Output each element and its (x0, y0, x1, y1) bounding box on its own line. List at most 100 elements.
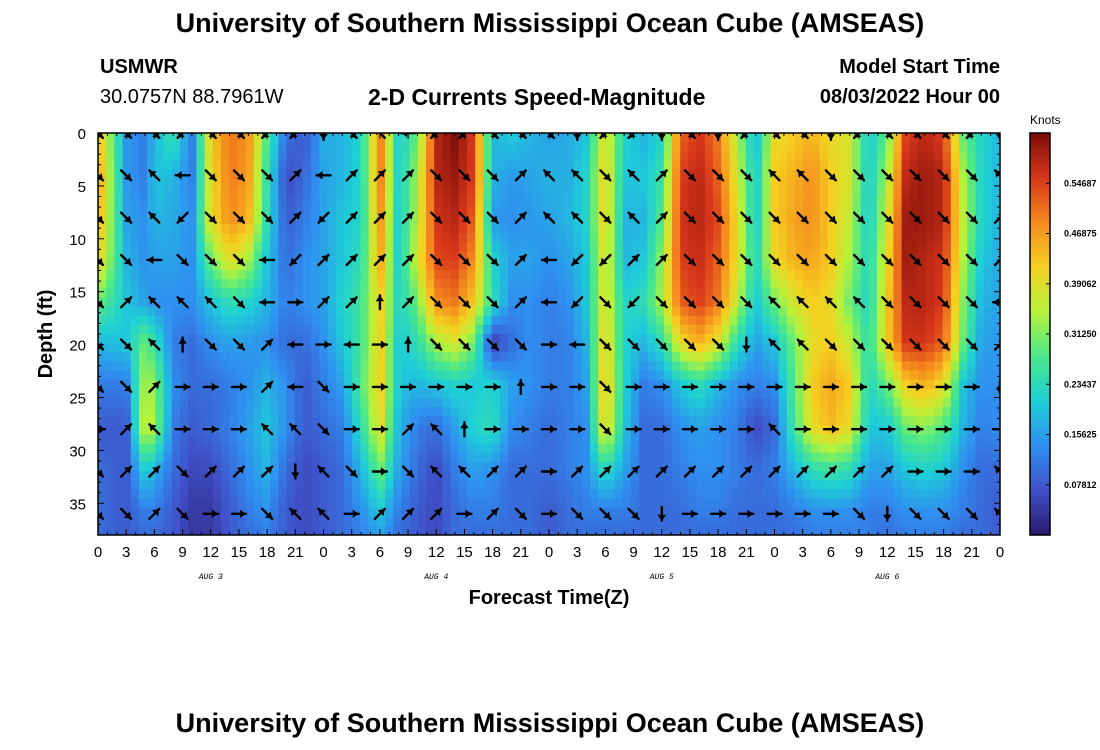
heatmap-cell (614, 178, 624, 189)
heatmap-cell (483, 516, 493, 527)
heatmap-cell (581, 516, 591, 527)
heatmap-cell (245, 178, 255, 189)
heatmap-cell (319, 315, 329, 326)
heatmap-cell (819, 160, 829, 171)
heatmap-cell (212, 169, 222, 180)
heatmap-cell (819, 434, 829, 445)
heatmap-cell (967, 196, 976, 207)
heatmap-cell (180, 452, 189, 463)
heatmap-cell (959, 461, 968, 472)
heatmap-cell (139, 525, 148, 535)
heatmap-cell (196, 388, 206, 399)
heatmap-cell (139, 196, 148, 207)
heatmap-cell (98, 270, 107, 280)
heatmap-cell (934, 434, 944, 445)
heatmap-cell (385, 425, 394, 436)
heatmap-cell (819, 306, 829, 317)
heatmap-cell (130, 224, 140, 235)
heatmap-cell (581, 489, 591, 500)
heatmap-cell (918, 315, 927, 326)
heatmap-cell (565, 270, 575, 280)
heatmap-cell (786, 251, 796, 262)
heatmap-cell (795, 160, 804, 171)
heatmap-cell (688, 279, 698, 289)
heatmap-cell (434, 178, 443, 189)
heatmap-cell (737, 242, 747, 253)
heatmap-cell (893, 370, 903, 381)
heatmap-cell (836, 434, 845, 445)
heatmap-cell (516, 151, 525, 162)
heatmap-cell (122, 361, 132, 372)
heatmap-cell (499, 242, 509, 253)
heatmap-cell (614, 224, 624, 235)
heatmap-cell (319, 361, 329, 372)
heatmap-cell (795, 388, 804, 399)
heatmap-cell (221, 206, 230, 216)
heatmap-cell (991, 270, 1000, 280)
heatmap-cell (573, 471, 583, 481)
heatmap-cell (688, 324, 698, 335)
heatmap-cell (212, 334, 222, 344)
heatmap-cell (262, 334, 271, 344)
heatmap-cell (696, 379, 706, 390)
heatmap-cell (434, 279, 443, 289)
heatmap-cell (352, 461, 361, 472)
heatmap-cell (393, 507, 402, 518)
heatmap-cell (426, 233, 435, 244)
heatmap-cell (450, 251, 460, 262)
heatmap-cell (688, 260, 698, 271)
heatmap-cell (827, 352, 837, 363)
heatmap-cell (532, 142, 542, 152)
heatmap-cell (942, 206, 952, 216)
heatmap-cell (393, 233, 402, 244)
heatmap-cell (171, 352, 181, 363)
heatmap-cell (704, 498, 714, 509)
heatmap-cell (253, 370, 263, 381)
heatmap-cell (778, 297, 788, 308)
heatmap-cell (327, 306, 337, 317)
heatmap-cell (508, 224, 517, 235)
heatmap-cell (885, 434, 894, 445)
heatmap-cell (647, 160, 657, 171)
heatmap-cell (155, 324, 165, 335)
heatmap-cell (762, 297, 771, 308)
heatmap-cell (303, 151, 312, 162)
heatmap-cell (868, 343, 878, 353)
heatmap-cell (417, 452, 427, 463)
heatmap-cell (959, 452, 968, 463)
heatmap-cell (991, 443, 1000, 454)
heatmap-cell (376, 160, 386, 171)
heatmap-cell (188, 334, 197, 344)
heatmap-cell (130, 169, 140, 180)
heatmap-cell (253, 224, 263, 235)
heatmap-cell (344, 306, 353, 317)
heatmap-cell (335, 160, 345, 171)
heatmap-cell (303, 315, 312, 326)
heatmap-cell (704, 416, 714, 426)
heatmap-cell (368, 379, 378, 390)
heatmap-cell (303, 352, 312, 363)
heatmap-cell (278, 489, 288, 500)
heatmap-cell (294, 489, 304, 500)
heatmap-cell (696, 306, 706, 317)
heatmap-cell (467, 516, 476, 527)
heatmap-cell (672, 160, 681, 171)
heatmap-cell (221, 279, 230, 289)
heatmap-cell (114, 388, 124, 399)
heatmap-cell (754, 471, 763, 481)
heatmap-cell (540, 361, 550, 372)
heatmap-cell (524, 187, 534, 198)
heatmap-cell (253, 151, 263, 162)
heatmap-cell (655, 324, 665, 335)
heatmap-cell (721, 133, 730, 143)
heatmap-cell (926, 187, 935, 198)
heatmap-cell (278, 242, 288, 253)
heatmap-cell (270, 489, 279, 500)
heatmap-cell (901, 334, 911, 344)
heatmap-cell (253, 388, 263, 399)
heatmap-cell (196, 251, 206, 262)
heatmap-cell (155, 151, 165, 162)
heatmap-cell (655, 443, 665, 454)
heatmap-cell (549, 397, 558, 408)
heatmap-cell (229, 178, 238, 189)
